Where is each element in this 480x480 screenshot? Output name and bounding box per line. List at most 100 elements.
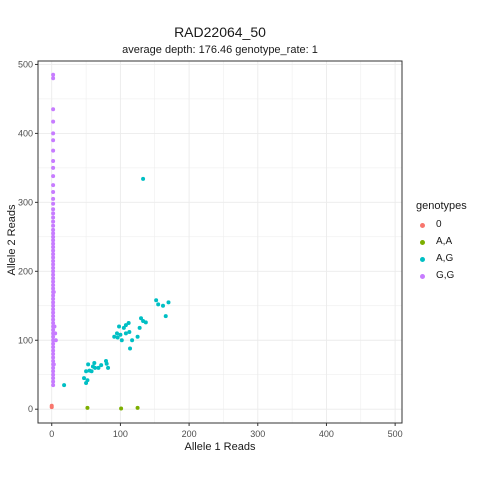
point-g-g: [51, 345, 56, 350]
point-a-g: [143, 320, 148, 325]
point-g-g: [51, 238, 56, 243]
point-g-g: [51, 72, 56, 77]
point-g-g: [51, 283, 56, 288]
legend-item-aa: A,A: [416, 233, 467, 250]
point-a-g: [96, 365, 101, 370]
point-g-g: [51, 303, 56, 308]
point-g-g: [51, 183, 56, 188]
x-tick-label: 200: [182, 429, 197, 439]
point-a-g: [118, 332, 123, 337]
point-g-g: [51, 107, 56, 112]
point-g-g: [51, 321, 56, 326]
plot-border: [37, 60, 403, 424]
legend-label-aa: A,A: [436, 236, 453, 247]
point-g-g: [51, 76, 56, 81]
point-a-g: [121, 325, 126, 330]
point-a-g: [166, 300, 171, 305]
point-a-g: [139, 316, 144, 321]
legend-label-0: 0: [436, 219, 442, 230]
point-g-g: [51, 369, 56, 374]
point-g-g: [51, 227, 56, 232]
x-axis-label: Allele 1 Reads: [184, 441, 256, 453]
y-tick-label: 100: [18, 335, 33, 345]
point-g-g: [51, 279, 56, 284]
point-a-a: [135, 405, 140, 410]
point-g-g: [51, 165, 56, 170]
point-g-g: [51, 174, 56, 179]
point-g-g: [51, 211, 56, 216]
point-g-g: [51, 334, 56, 339]
legend-dot-0: [420, 222, 425, 228]
point-a-g: [123, 331, 128, 336]
point-g-g: [51, 376, 56, 381]
y-tick-label: 500: [18, 59, 33, 69]
point-a-g: [104, 361, 109, 366]
point-g-g: [51, 379, 56, 384]
point-a-g: [82, 376, 87, 381]
point-g-g: [51, 196, 56, 201]
point-0: [49, 403, 54, 408]
point-g-g: [51, 338, 56, 343]
point-g-g: [51, 265, 56, 270]
point-g-g: [51, 358, 56, 363]
legend-label-gg: G,G: [436, 270, 455, 281]
point-g-g: [51, 355, 56, 360]
point-a-g: [135, 334, 140, 339]
point-a-g: [126, 321, 131, 326]
y-axis-label: Allele 2 Reads: [6, 204, 18, 276]
point-g-g: [51, 258, 56, 263]
point-a-g: [123, 323, 128, 328]
point-g-g: [51, 286, 56, 291]
legend-label-ag: A,G: [436, 253, 454, 264]
point-g-g: [51, 190, 56, 195]
point-a-g: [89, 369, 94, 374]
point-g-g: [51, 248, 56, 253]
point-g-g: [51, 207, 56, 212]
point-g-g: [51, 219, 56, 224]
x-tick-label: 100: [113, 429, 128, 439]
point-g-g: [52, 324, 57, 329]
point-g-g: [51, 262, 56, 267]
x-tick-label: 300: [250, 429, 265, 439]
point-g-g: [51, 119, 56, 124]
point-a-g: [92, 361, 97, 366]
point-a-a: [119, 406, 124, 411]
point-g-g: [53, 331, 58, 336]
point-g-g: [51, 300, 56, 305]
point-g-g: [51, 293, 56, 298]
point-a-g: [85, 378, 90, 383]
point-g-g: [53, 338, 58, 343]
legend-key-ag: [416, 253, 428, 265]
point-g-g: [51, 245, 56, 250]
point-a-g: [119, 338, 124, 343]
point-a-g: [127, 329, 132, 334]
point-a-g: [112, 334, 117, 339]
point-a-g: [86, 362, 91, 367]
point-g-g: [51, 148, 56, 153]
point-g-g: [51, 365, 56, 370]
point-g-g: [51, 348, 56, 353]
point-g-g: [51, 289, 56, 294]
legend-item-gg: G,G: [416, 267, 467, 284]
x-tick-label: 400: [319, 429, 334, 439]
legend-item-ag: A,G: [416, 250, 467, 267]
legend-dot-aa: [420, 239, 425, 245]
point-g-g: [51, 276, 56, 281]
point-g-g: [51, 307, 56, 312]
point-g-g: [51, 362, 56, 367]
point-a-g: [114, 331, 119, 336]
legend-key-gg: [416, 270, 428, 282]
point-g-g: [51, 269, 56, 274]
point-g-g: [51, 158, 56, 163]
y-tick-label: 300: [18, 197, 33, 207]
legend: genotypes 0 A,A A,G G,G: [416, 200, 467, 284]
point-a-g: [115, 335, 120, 340]
point-g-g: [51, 231, 56, 236]
point-g-g: [51, 272, 56, 277]
point-g-g: [51, 252, 56, 257]
point-g-g: [51, 201, 56, 206]
point-g-g: [51, 223, 56, 228]
legend-dot-gg: [420, 273, 425, 279]
point-a-g: [117, 324, 122, 329]
